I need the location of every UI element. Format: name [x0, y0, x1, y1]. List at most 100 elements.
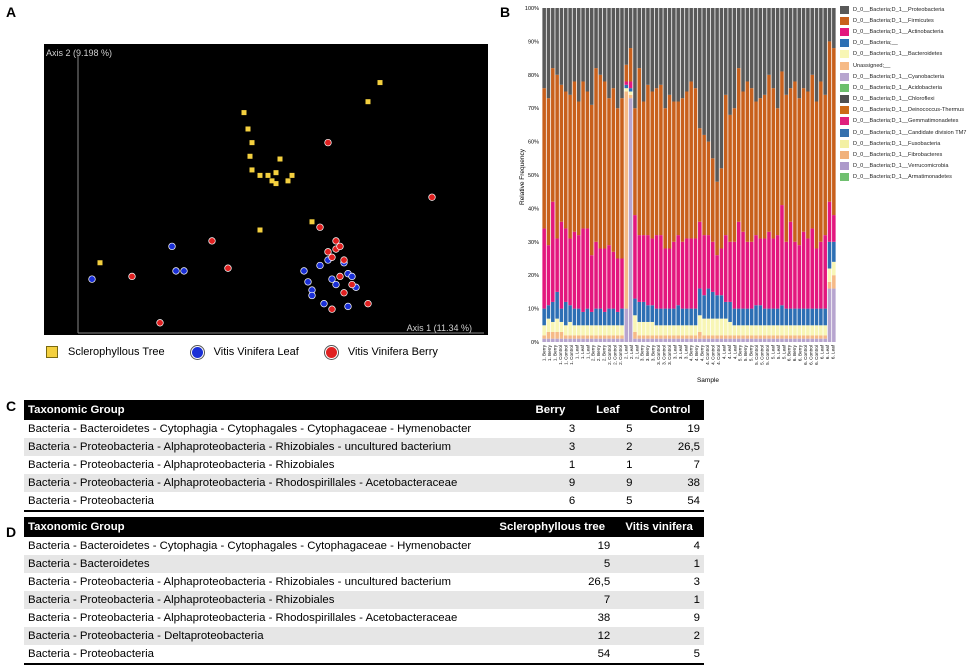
bar-segment	[564, 8, 568, 92]
bar-segment	[749, 338, 754, 342]
bar-segment	[806, 325, 810, 336]
taxonomic-group-cell: Bacteria - Proteobacteria	[24, 645, 491, 665]
bar-segment	[646, 335, 650, 339]
bar-segment	[719, 168, 724, 249]
bar-segment	[667, 338, 672, 342]
bar-segment	[736, 335, 741, 339]
bar-segment	[659, 8, 663, 85]
bar-segment	[771, 308, 776, 326]
bar-segment	[685, 308, 689, 326]
bar-segment	[676, 305, 680, 326]
point-sclerophyllous	[285, 178, 291, 184]
bar-segment	[628, 81, 633, 89]
bar-segment	[650, 8, 655, 92]
point-vitis-berry	[428, 193, 436, 201]
taxonomic-group-cell: Bacteria - Proteobacteria - Alphaproteob…	[28, 576, 451, 588]
bar-segment	[767, 8, 771, 75]
bar-xtick-label: 4. Leaf	[721, 344, 726, 359]
bar-segment	[745, 241, 750, 309]
bar-segment	[551, 8, 555, 69]
bar-xtick-label: 5. Berry	[749, 344, 754, 361]
bar-segment	[741, 308, 745, 326]
bar-segment	[819, 335, 823, 339]
table-d: Taxonomic Group Sclerophyllous tree Viti…	[24, 517, 704, 665]
legend-label: D_0__Bacteria;D_1__Chloroflexi	[853, 96, 935, 103]
bar-segment	[568, 305, 572, 322]
bar-segment	[555, 338, 559, 342]
bar-segment	[581, 325, 585, 336]
bar-segment	[780, 335, 784, 339]
panel-label-b: B	[500, 4, 511, 20]
bar-segment	[706, 318, 711, 336]
bar-segment	[602, 8, 607, 82]
bar-segment	[672, 338, 676, 342]
bar-segment	[814, 101, 819, 249]
point-vitis-leaf	[168, 242, 176, 251]
point-vitis-berry	[364, 300, 372, 308]
point-vitis-berry	[208, 237, 216, 245]
point-vitis-berry	[324, 248, 332, 256]
bar-segment	[732, 325, 737, 336]
legend-label: D_0__Bacteria;D_1__Verrucomicrobia	[853, 163, 949, 170]
bar-segment	[698, 331, 702, 339]
bar-segment	[615, 8, 620, 109]
bar-segment	[672, 308, 676, 326]
bar-segment	[559, 321, 564, 332]
bar-segment	[564, 325, 568, 336]
bar-segment	[546, 98, 551, 246]
bar-segment	[801, 231, 806, 309]
point-sclerophyllous	[269, 178, 275, 184]
taxonomic-group-cell: Bacteria - Bacteroidetes - Cytophagia - …	[28, 423, 472, 435]
bar-segment	[771, 88, 776, 239]
panel-label-c: C	[6, 398, 17, 414]
bar-segment	[546, 318, 551, 332]
table-row: Bacteria - Proteobacteria - Alphaproteob…	[24, 609, 704, 627]
barplot-legend-item: D_0__Bacteria;D_1__Proteobacteria	[840, 4, 968, 15]
bar-ytick-label: 100%	[525, 6, 539, 12]
bar-segment	[819, 308, 823, 326]
bar-segment	[650, 335, 655, 339]
bar-xtick-label: 2. Berry	[591, 344, 596, 361]
bar-segment	[754, 235, 758, 306]
bar-segment	[663, 335, 667, 339]
bar-segment	[758, 305, 763, 326]
bar-xtick-label: 4. Control	[711, 345, 716, 365]
bar-xtick-label: 5. Leaf	[781, 344, 786, 359]
bar-segment	[689, 308, 693, 326]
bar-segment	[685, 238, 689, 309]
bar-segment	[736, 338, 741, 342]
bar-segment	[827, 281, 832, 289]
bar-segment	[633, 215, 637, 299]
bar-segment	[698, 315, 702, 332]
bar-segment	[810, 74, 814, 229]
bar-segment	[685, 91, 689, 239]
bar-segment	[555, 291, 559, 319]
value-cell: 1	[614, 555, 704, 573]
bar-segment	[559, 221, 564, 309]
bar-segment	[654, 338, 659, 342]
point-vitis-leaf	[308, 291, 316, 300]
bar-xtick-label: 3. Control	[667, 345, 672, 365]
bar-segment	[564, 301, 568, 326]
bar-segment	[745, 8, 750, 82]
point-vitis-leaf	[180, 267, 188, 275]
barplot-legend-item: D_0__Bacteria;D_1__Cyanobacteria	[840, 71, 968, 82]
value-cell: 3	[693, 576, 700, 588]
point-vitis-berry	[224, 264, 232, 272]
bar-segment	[723, 235, 728, 302]
bar-xtick-label: 4. Leaf	[732, 344, 737, 359]
point-sclerophyllous	[249, 140, 255, 146]
bar-xtick-label: 6. Leaf	[819, 344, 824, 359]
bar-segment	[715, 295, 719, 319]
bar-segment	[771, 335, 776, 339]
bar-segment	[732, 338, 737, 342]
bar-segment	[568, 321, 572, 336]
bar-segment	[654, 335, 659, 339]
col-header: Taxonomic Group	[24, 400, 522, 420]
bar-segment	[732, 308, 737, 326]
legend-swatch-icon	[840, 151, 849, 160]
bar-segment	[702, 318, 706, 336]
bar-segment	[814, 248, 819, 309]
bar-segment	[602, 335, 607, 339]
bar-segment	[767, 335, 771, 339]
